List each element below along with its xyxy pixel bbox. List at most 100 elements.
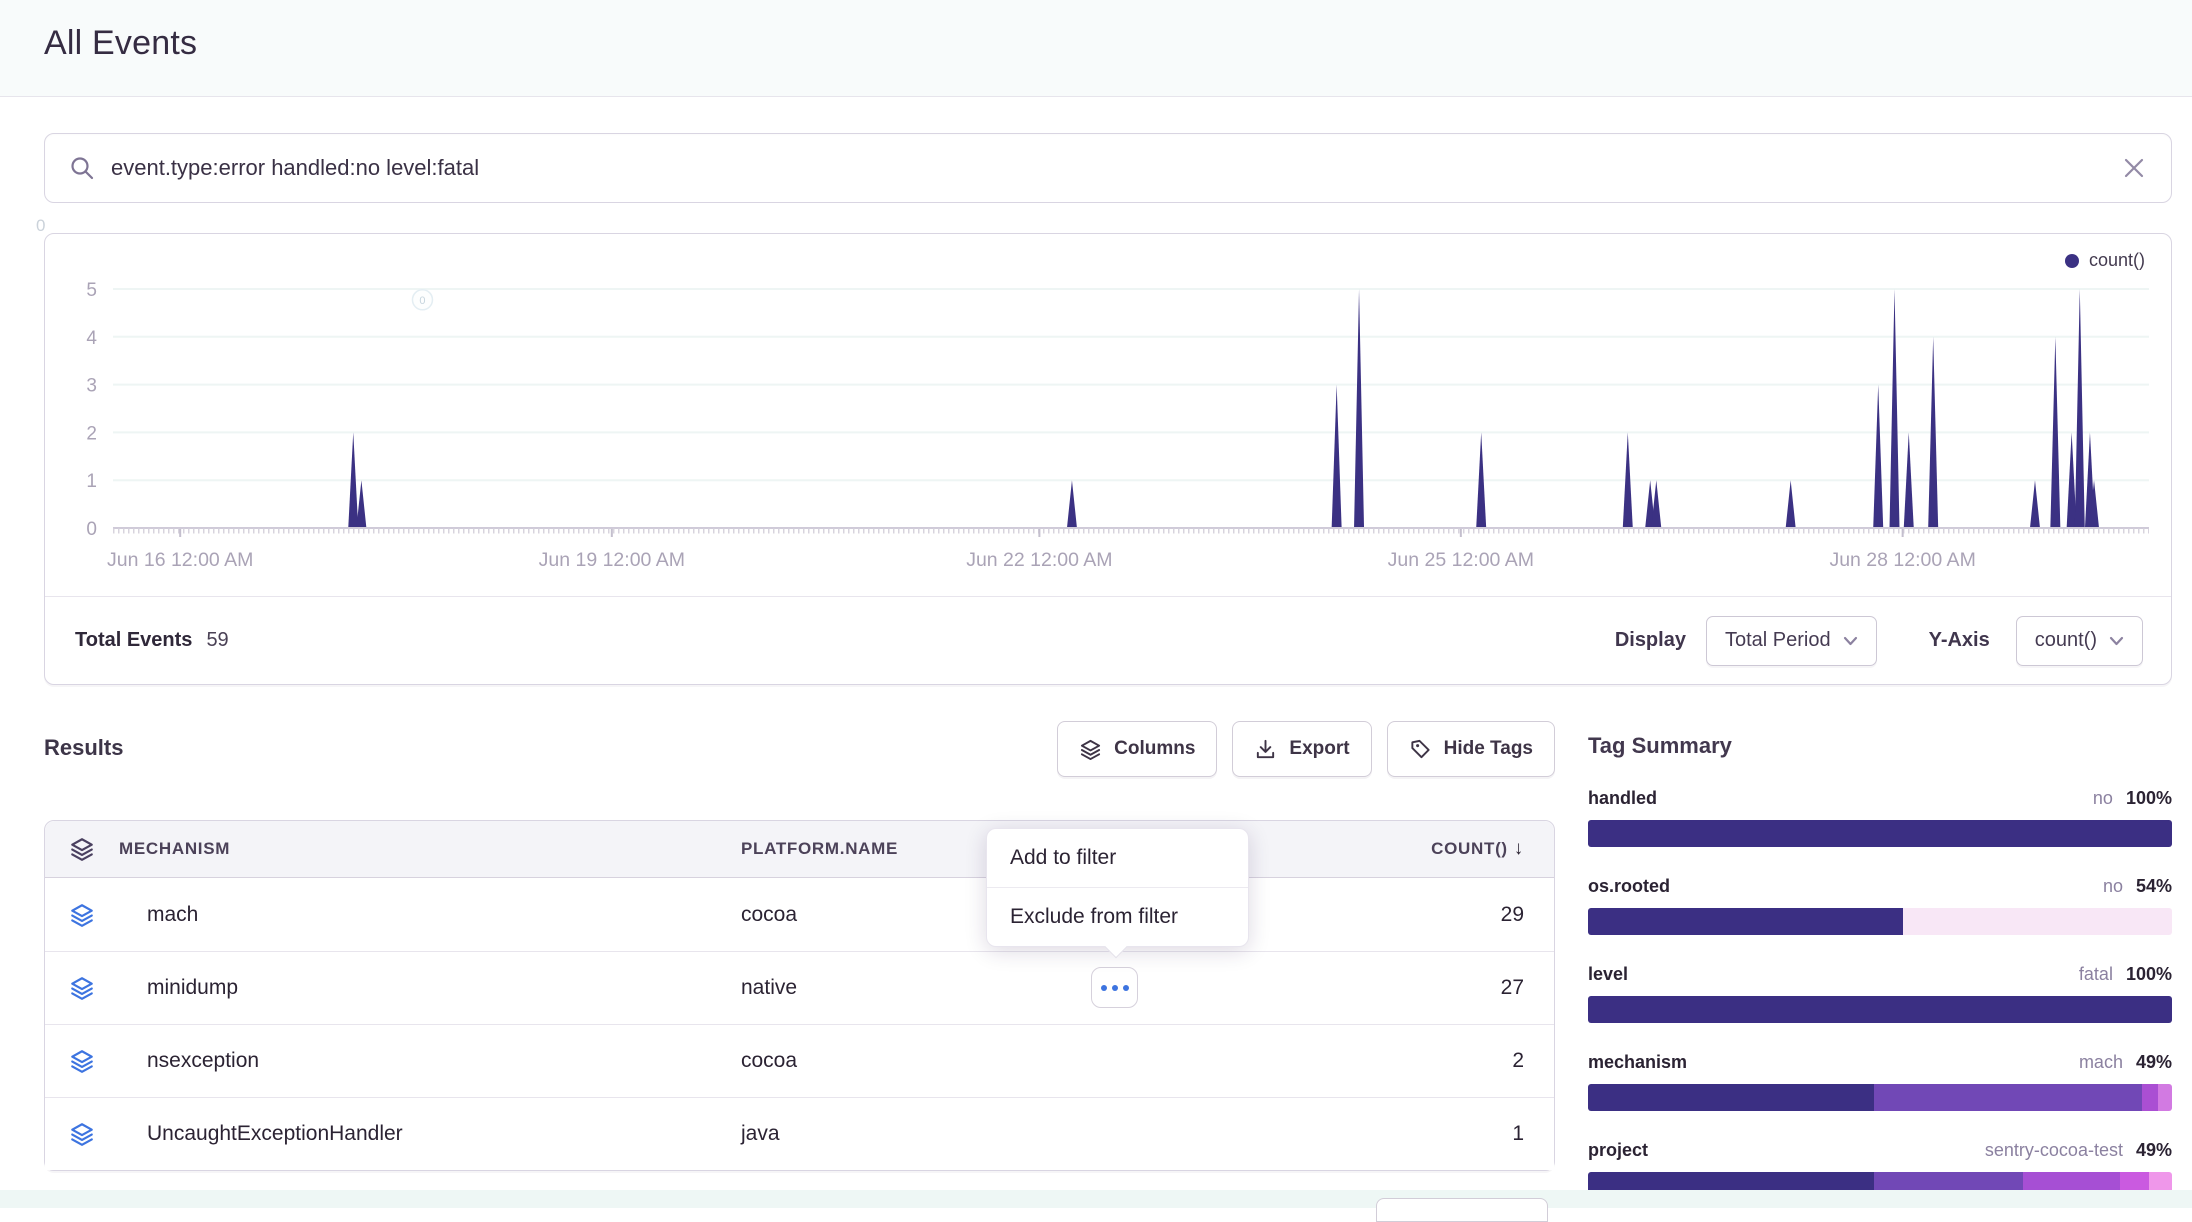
tag-distribution-bar[interactable]: [1588, 820, 2172, 847]
table-row[interactable]: UncaughtExceptionHandler java 1: [45, 1097, 1554, 1170]
table-row[interactable]: nsexception cocoa 2: [45, 1024, 1554, 1097]
search-input[interactable]: event.type:error handled:no level:fatal: [111, 155, 480, 180]
cell-mechanism[interactable]: mach: [147, 902, 199, 926]
row-stack-icon-cell[interactable]: [45, 902, 119, 928]
table-body: mach cocoa 29 minidump native 27 nsexception…: [45, 878, 1554, 1170]
stray-zero-artifact: 0: [36, 216, 46, 235]
chevron-down-icon: [1843, 636, 1857, 645]
cell-platform-name[interactable]: cocoa: [741, 1049, 798, 1072]
tag-bar-segment[interactable]: [2142, 1084, 2158, 1111]
chart-legend[interactable]: count(): [2064, 250, 2145, 271]
tag-summary-panel: Tag Summary handled no 100% os.rooted no…: [1588, 733, 2172, 1199]
row-stack-icon-cell[interactable]: [45, 975, 119, 1001]
columns-button[interactable]: Columns: [1057, 721, 1218, 777]
svg-text:0: 0: [419, 295, 425, 307]
svg-text:2: 2: [86, 423, 97, 444]
cell-mechanism[interactable]: minidump: [147, 976, 239, 999]
tag-summary-row: os.rooted no 54%: [1588, 876, 2172, 935]
svg-text:Jun 22 12:00 AM: Jun 22 12:00 AM: [966, 549, 1112, 571]
svg-text:Jun 25 12:00 AM: Jun 25 12:00 AM: [1388, 549, 1534, 571]
page-title: All Events: [44, 24, 198, 62]
tag-distribution-bar[interactable]: [1588, 1084, 2172, 1111]
tag-name: handled: [1588, 788, 1658, 808]
svg-text:Jun 16 12:00 AM: Jun 16 12:00 AM: [107, 549, 253, 571]
svg-text:Jun 19 12:00 AM: Jun 19 12:00 AM: [539, 549, 685, 571]
export-button-label: Export: [1289, 738, 1350, 759]
tag-summary-row: handled no 100%: [1588, 788, 2172, 847]
cell-count[interactable]: 1: [1512, 1122, 1524, 1145]
dot-icon: [1100, 984, 1107, 991]
menu-item-add-to-filter[interactable]: Add to filter: [1010, 846, 1117, 869]
tag-icon: [1411, 739, 1430, 758]
export-button[interactable]: Export: [1232, 721, 1372, 777]
tag-bar-segment[interactable]: [2157, 1084, 2172, 1111]
tag-percent: 49%: [2135, 1052, 2172, 1072]
column-header-platform-name[interactable]: PLATFORM.NAME: [741, 839, 899, 858]
tag-distribution-bar[interactable]: [1588, 996, 2172, 1023]
tag-summary-title: Tag Summary: [1588, 733, 1732, 758]
tag-percent: 49%: [2135, 1140, 2172, 1160]
tag-bar-segment[interactable]: [1588, 820, 2172, 847]
cell-platform-name[interactable]: java: [741, 1122, 780, 1145]
yaxis-dropdown-value: count(): [2034, 629, 2097, 651]
cell-mechanism[interactable]: nsexception: [147, 1049, 260, 1072]
layers-icon: [71, 1050, 93, 1073]
tag-summary-row: mechanism mach 49%: [1588, 1052, 2172, 1111]
cell-platform-name[interactable]: cocoa: [741, 902, 798, 926]
table-header-stack-icon-cell[interactable]: [45, 836, 119, 862]
cell-platform-name[interactable]: native: [741, 976, 798, 999]
svg-text:5: 5: [86, 280, 97, 301]
layers-icon: [1081, 739, 1101, 760]
svg-text:3: 3: [86, 376, 97, 397]
tag-name: mechanism: [1588, 1052, 1688, 1072]
tag-name: project: [1588, 1140, 1649, 1160]
tag-bar-segment[interactable]: [1588, 1084, 1875, 1111]
layers-icon: [71, 977, 93, 1000]
cell-count[interactable]: 2: [1512, 1049, 1524, 1072]
table-row[interactable]: minidump native 27: [45, 951, 1554, 1024]
chevron-down-icon: [2109, 636, 2124, 645]
tag-name: os.rooted: [1588, 876, 1671, 896]
yaxis-dropdown[interactable]: count(): [2015, 615, 2143, 666]
table-header-row: MECHANISM PLATFORM.NAME COUNT() ↓: [45, 821, 1554, 878]
cell-count[interactable]: 27: [1500, 976, 1524, 999]
display-dropdown-value: Total Period: [1724, 629, 1831, 651]
tag-bar-segment[interactable]: [1588, 908, 1904, 935]
bottom-strip: [0, 1190, 2192, 1208]
tag-bar-segment[interactable]: [1903, 908, 2172, 935]
display-dropdown[interactable]: Total Period: [1705, 615, 1877, 666]
svg-text:4: 4: [86, 328, 97, 349]
column-header-count[interactable]: COUNT() ↓: [1221, 838, 1554, 860]
tag-top-value: fatal 100%: [2078, 964, 2172, 984]
tag-distribution-bar[interactable]: [1588, 908, 2172, 935]
row-actions-ellipsis-button[interactable]: [1091, 967, 1138, 1008]
total-events-value: 59: [206, 629, 229, 651]
tag-percent: 100%: [2125, 964, 2172, 984]
layers-icon: [71, 903, 93, 927]
events-chart[interactable]: 0 1 2 3 4 5 0 Jun 16 12:00 AM Jun 19 12:00 AM Jun…: [45, 234, 2171, 597]
pagination-button-partial[interactable]: [1376, 1198, 1548, 1222]
page-header: All Events: [0, 0, 2192, 97]
tag-bar-segment[interactable]: [1874, 1084, 2143, 1111]
download-icon: [1257, 739, 1275, 758]
tag-name: level: [1588, 964, 1629, 984]
dot-icon: [1122, 984, 1129, 991]
tag-bar-segment[interactable]: [1588, 996, 2172, 1023]
table-row[interactable]: mach cocoa 29: [45, 878, 1554, 951]
row-stack-icon-cell[interactable]: [45, 1048, 119, 1074]
tag-top-value: sentry-cocoa-test 49%: [1984, 1140, 2172, 1160]
sort-desc-arrow-icon: ↓: [1513, 838, 1524, 859]
menu-item-exclude-from-filter[interactable]: Exclude from filter: [987, 887, 1248, 946]
svg-text:1: 1: [86, 471, 97, 492]
cell-actions-context-menu: Add to filter Exclude from filter: [986, 828, 1249, 959]
hide-tags-button[interactable]: Hide Tags: [1386, 721, 1555, 777]
results-title: Results: [44, 735, 124, 760]
events-chart-panel: 0 1 2 3 4 5 0 Jun 16 12:00 AM Jun 19 12:00 AM Jun…: [44, 233, 2172, 685]
clear-search-icon[interactable]: [2121, 155, 2147, 181]
column-header-mechanism[interactable]: MECHANISM: [119, 839, 231, 858]
cell-mechanism[interactable]: UncaughtExceptionHandler: [147, 1122, 403, 1145]
search-bar[interactable]: event.type:error handled:no level:fatal: [44, 133, 2172, 203]
row-stack-icon-cell[interactable]: [45, 1121, 119, 1147]
tag-percent: 54%: [2135, 876, 2172, 896]
cell-count[interactable]: 29: [1500, 902, 1524, 926]
